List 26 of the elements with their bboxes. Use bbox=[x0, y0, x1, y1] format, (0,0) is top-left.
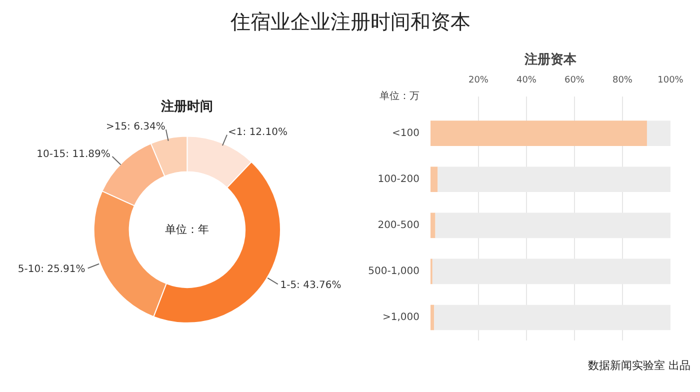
x-tick-label: 80% bbox=[612, 76, 633, 86]
y-tick-label: 500-1,000 bbox=[368, 266, 420, 277]
slice-label: >15: 6.34% bbox=[106, 121, 166, 132]
text: 数据新闻实验室 出品 bbox=[588, 359, 691, 372]
y-tick-label: >1,000 bbox=[382, 312, 420, 323]
chart-subtitle: 注册时间 bbox=[160, 98, 214, 115]
slice-label: 1-5: 43.76% bbox=[280, 280, 342, 292]
bar bbox=[430, 120, 647, 146]
slice-label: <1: 12.10% bbox=[228, 126, 288, 138]
x-tick-label: 20% bbox=[468, 76, 489, 86]
bar bbox=[430, 304, 434, 330]
chart-subtitle: 注册资本 bbox=[524, 52, 578, 68]
text: 单位：年 bbox=[165, 223, 210, 236]
bar bbox=[646, 120, 670, 146]
bar bbox=[430, 166, 438, 192]
slice-label: 5-10: 25.91% bbox=[18, 264, 86, 275]
slice-label: 10-15: 11.89% bbox=[36, 149, 110, 160]
y-tick-label: 100-200 bbox=[378, 174, 420, 185]
x-tick-label: 40% bbox=[516, 76, 537, 86]
bar bbox=[430, 212, 436, 238]
y-tick-label: <100 bbox=[392, 128, 420, 139]
chart-title: 住宿业企业注册时间和资本 bbox=[230, 10, 470, 34]
text: 单位：万 bbox=[380, 90, 420, 102]
x-tick-label: 60% bbox=[564, 76, 585, 86]
y-tick-label: 200-500 bbox=[378, 220, 420, 231]
x-tick-label: 100% bbox=[658, 76, 684, 86]
